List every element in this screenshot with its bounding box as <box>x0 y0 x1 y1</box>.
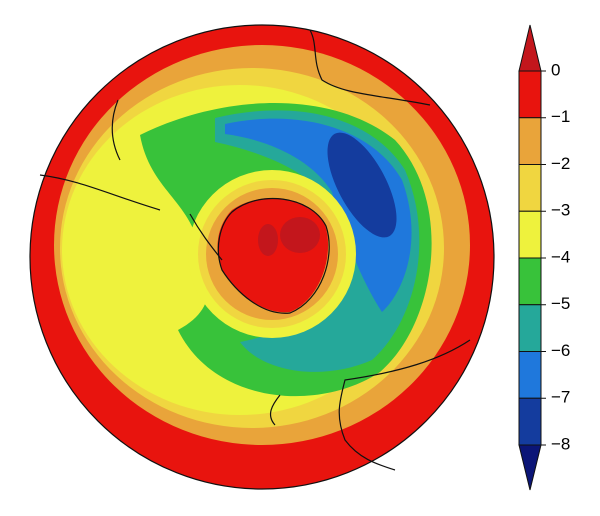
contour-region <box>280 217 320 253</box>
south-america-coast <box>39 99 161 211</box>
colorbar-tick-label: −1 <box>551 107 570 126</box>
colorbar-band <box>518 210 542 259</box>
colorbar: 0 −1 −2 −3 −4 −5 −6 −7 −8 <box>518 24 570 491</box>
new-zealand-coast <box>269 394 281 426</box>
colorbar-tick-label: −6 <box>551 341 570 360</box>
contour-region <box>258 224 278 256</box>
colorbar-band <box>518 117 542 165</box>
colorbar-tick-label: −2 <box>551 154 570 173</box>
colorbar-over <box>518 24 542 72</box>
colorbar-tick-label: −8 <box>551 434 570 453</box>
africa-coast <box>309 29 431 106</box>
australia-coast <box>338 339 471 471</box>
colorbar-band <box>518 70 542 119</box>
map-border <box>29 24 495 490</box>
colorbar-tick-label: 0 <box>551 60 560 79</box>
colorbar-tick-label: −4 <box>551 247 570 266</box>
antarctica-coast <box>217 197 330 314</box>
coastlines <box>39 29 471 471</box>
contour-region <box>327 132 397 238</box>
peninsula-coast <box>189 213 223 261</box>
colorbar-band <box>518 351 542 399</box>
colorbar-tick-label: −7 <box>551 388 570 407</box>
colorbar-band <box>518 164 542 212</box>
polar-map <box>30 25 494 489</box>
colorbar-tick-label: −5 <box>551 294 570 313</box>
colorbar-tick-label: −3 <box>551 201 570 220</box>
colorbar-band <box>518 257 542 306</box>
colorbar-band <box>518 304 542 352</box>
colorbar-under <box>518 444 542 491</box>
colorbar-band <box>518 397 542 446</box>
